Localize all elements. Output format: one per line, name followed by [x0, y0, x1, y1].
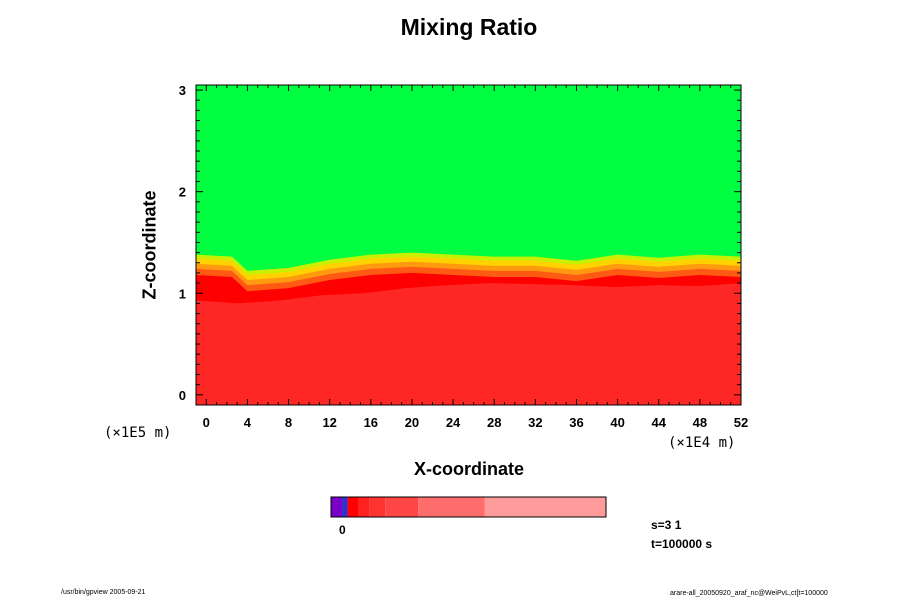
x-tick-label: 44 — [652, 415, 667, 430]
plot-frame — [195, 84, 742, 406]
x-tick-label: 40 — [610, 415, 624, 430]
x-tick-label: 20 — [405, 415, 419, 430]
time-label: t=100000 s — [651, 537, 713, 551]
y-tick-label: 2 — [179, 185, 186, 200]
colorbar — [330, 496, 607, 518]
x-tick-label: 12 — [322, 415, 336, 430]
x-scale-label: (×1E4 m) — [668, 435, 736, 451]
colorbar-segment — [418, 497, 485, 517]
slice-label: s=3 1 — [651, 518, 682, 532]
y-tick-label: 0 — [179, 388, 186, 403]
x-tick-label: 24 — [446, 415, 461, 430]
x-axis-label: X-coordinate — [413, 459, 524, 479]
y-tick-label: 3 — [179, 83, 186, 98]
colorbar-segment — [385, 497, 419, 517]
colorbar-segment — [347, 497, 359, 517]
x-tick-label: 28 — [487, 415, 501, 430]
x-tick-label: 8 — [285, 415, 292, 430]
colorbar-segment — [369, 497, 386, 517]
x-tick-label: 36 — [569, 415, 583, 430]
x-tick-label: 52 — [734, 415, 748, 430]
colorbar-tick-label: 0 — [339, 523, 346, 537]
y-axis-label: Z-coordinate — [139, 190, 160, 300]
colorbar-segment — [342, 497, 348, 517]
footer-left: /usr/bin/gpview 2005-09-21 — [61, 589, 146, 596]
footer-right: arare-all_20050920_araf_nc@WeiPvL,ct[t=1… — [670, 590, 828, 597]
x-tick-label: 0 — [203, 415, 210, 430]
colorbar-segment — [331, 497, 343, 517]
colorbar-segment — [358, 497, 370, 517]
x-tick-label: 4 — [244, 415, 252, 430]
colorbar-frame — [330, 496, 607, 518]
field-band-bulk — [196, 283, 741, 405]
y-tick-label: 1 — [179, 286, 186, 301]
chart-title: Mixing Ratio — [400, 14, 538, 40]
colorbar-segment — [484, 497, 606, 517]
y-scale-label: (×1E5 m) — [104, 425, 172, 441]
axis-ticks — [195, 85, 742, 405]
mixing-ratio-field — [196, 85, 741, 405]
x-tick-label: 16 — [364, 415, 378, 430]
x-tick-label: 48 — [693, 415, 707, 430]
x-tick-label: 32 — [528, 415, 542, 430]
